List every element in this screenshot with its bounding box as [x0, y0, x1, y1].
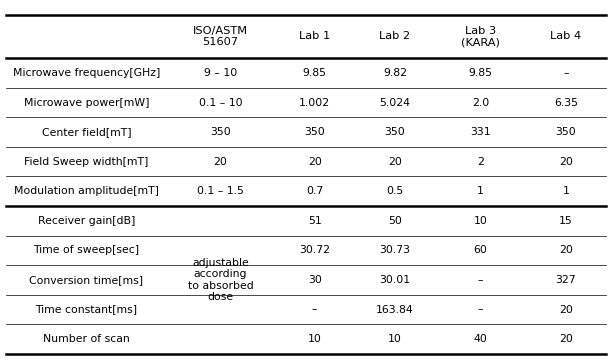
Text: 1: 1 — [477, 186, 484, 196]
Text: 350: 350 — [556, 127, 576, 137]
Text: Lab 4: Lab 4 — [550, 31, 581, 41]
Text: 10: 10 — [308, 334, 322, 344]
Text: 30.72: 30.72 — [299, 245, 330, 256]
Text: 20: 20 — [559, 157, 573, 167]
Text: 5.024: 5.024 — [379, 98, 411, 107]
Text: 0.5: 0.5 — [386, 186, 403, 196]
Text: Center field[mT]: Center field[mT] — [42, 127, 131, 137]
Text: 60: 60 — [474, 245, 487, 256]
Text: Field Sweep width[mT]: Field Sweep width[mT] — [24, 157, 149, 167]
Text: 2.0: 2.0 — [472, 98, 489, 107]
Text: 0.7: 0.7 — [306, 186, 323, 196]
Text: 30: 30 — [308, 275, 322, 285]
Text: 20: 20 — [308, 157, 322, 167]
Text: Lab 1: Lab 1 — [299, 31, 330, 41]
Text: 350: 350 — [210, 127, 231, 137]
Text: –: – — [563, 68, 569, 78]
Text: 50: 50 — [388, 216, 402, 226]
Text: –: – — [477, 275, 483, 285]
Text: Number of scan: Number of scan — [43, 334, 130, 344]
Text: 350: 350 — [304, 127, 325, 137]
Text: Lab 2: Lab 2 — [379, 31, 411, 41]
Text: 9 – 10: 9 – 10 — [204, 68, 237, 78]
Text: 51: 51 — [308, 216, 321, 226]
Text: 20: 20 — [388, 157, 402, 167]
Text: 20: 20 — [559, 305, 573, 315]
Text: 0.1 – 10: 0.1 – 10 — [199, 98, 242, 107]
Text: 30.73: 30.73 — [379, 245, 411, 256]
Text: 9.85: 9.85 — [303, 68, 327, 78]
Text: Time constant[ms]: Time constant[ms] — [35, 305, 137, 315]
Text: Receiver gain[dB]: Receiver gain[dB] — [37, 216, 135, 226]
Text: ISO/ASTM
51607: ISO/ASTM 51607 — [193, 25, 248, 47]
Text: 15: 15 — [559, 216, 573, 226]
Text: 6.35: 6.35 — [554, 98, 578, 107]
Text: 163.84: 163.84 — [376, 305, 414, 315]
Text: 20: 20 — [559, 245, 573, 256]
Text: 327: 327 — [556, 275, 576, 285]
Text: Conversion time[ms]: Conversion time[ms] — [29, 275, 143, 285]
Text: 10: 10 — [388, 334, 402, 344]
Text: Microwave power[mW]: Microwave power[mW] — [24, 98, 149, 107]
Text: 1: 1 — [562, 186, 569, 196]
Text: –: – — [312, 305, 318, 315]
Text: Time of sweep[sec]: Time of sweep[sec] — [33, 245, 140, 256]
Text: 40: 40 — [474, 334, 487, 344]
Text: 350: 350 — [384, 127, 405, 137]
Text: 331: 331 — [470, 127, 491, 137]
Text: adjustable
according
to absorbed
dose: adjustable according to absorbed dose — [188, 258, 253, 302]
Text: 0.1 – 1.5: 0.1 – 1.5 — [197, 186, 244, 196]
Text: 1.002: 1.002 — [299, 98, 330, 107]
Text: Lab 3
(KARA): Lab 3 (KARA) — [461, 25, 500, 47]
Text: Microwave frequency[GHz]: Microwave frequency[GHz] — [13, 68, 160, 78]
Text: 9.85: 9.85 — [468, 68, 492, 78]
Text: –: – — [477, 305, 483, 315]
Text: Modulation amplitude[mT]: Modulation amplitude[mT] — [14, 186, 159, 196]
Text: 20: 20 — [214, 157, 228, 167]
Text: 10: 10 — [474, 216, 487, 226]
Text: 20: 20 — [559, 334, 573, 344]
Text: 2: 2 — [477, 157, 484, 167]
Text: 30.01: 30.01 — [379, 275, 411, 285]
Text: 9.82: 9.82 — [383, 68, 407, 78]
